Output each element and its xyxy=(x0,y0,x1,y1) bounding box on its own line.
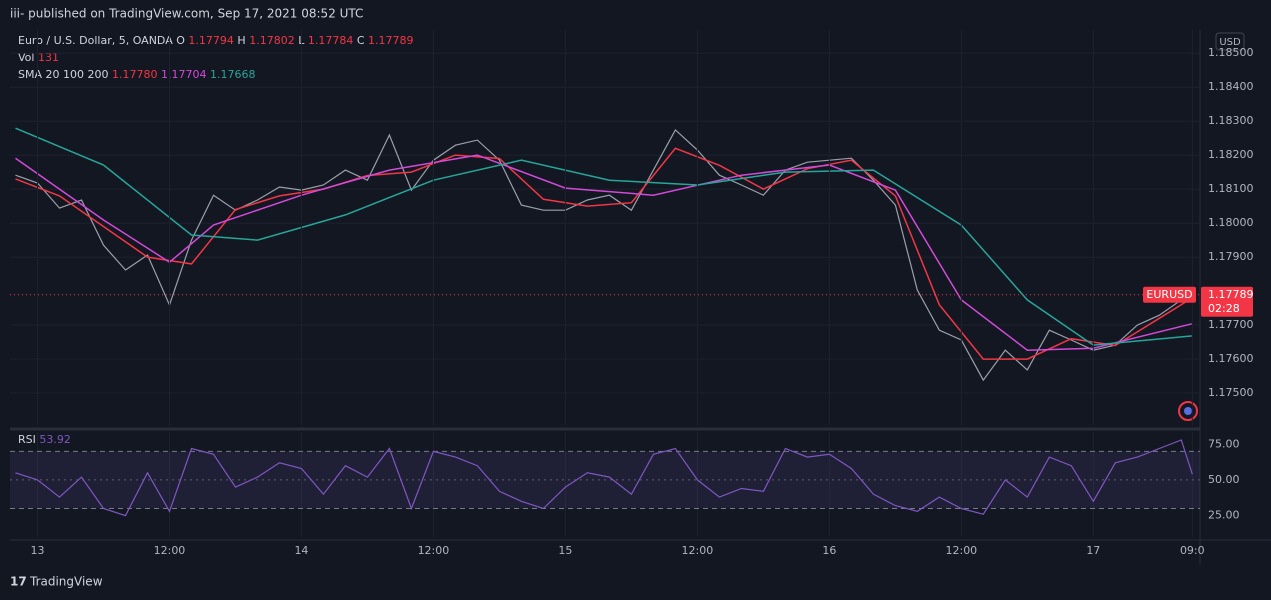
x-tick-label: 12:00 xyxy=(682,544,714,557)
legend-line: Euro / U.S. Dollar, 5, OANDA O 1.17794 H… xyxy=(18,34,414,47)
price-tag-label: 1.17789 xyxy=(1208,288,1254,301)
series-line xyxy=(15,127,1193,346)
sma-label: SMA 20 100 200 xyxy=(18,68,108,81)
alert-icon-dot xyxy=(1184,407,1192,415)
legend-symbol: Euro / U.S. Dollar, 5, OANDA xyxy=(18,34,173,47)
x-tick-label: 12:00 xyxy=(154,544,186,557)
series-line xyxy=(15,128,1193,382)
series-line xyxy=(15,154,1193,351)
x-tick-label: 12:00 xyxy=(418,544,450,557)
y-tick-label: 1.17700 xyxy=(1208,318,1254,331)
y-tick-label: 1.18400 xyxy=(1208,80,1254,93)
rsi-title: RSI xyxy=(18,433,36,446)
x-tick-label: 16 xyxy=(822,544,836,557)
ohlc-label: C xyxy=(357,34,365,47)
price-tag xyxy=(1201,286,1253,317)
pane xyxy=(10,439,1200,517)
y-tick-label: 1.18500 xyxy=(1208,46,1254,59)
ohlc-value: 1.17789 xyxy=(368,34,414,47)
y-tick-label: 1.17900 xyxy=(1208,250,1254,263)
sma-value: 1.17780 xyxy=(112,68,158,81)
x-tick-label: 17 xyxy=(1086,544,1100,557)
x-tick-label: 12:00 xyxy=(945,544,977,557)
footer-brand: TradingView xyxy=(29,575,103,589)
header-bar xyxy=(0,0,1271,28)
currency-box[interactable] xyxy=(1215,32,1245,51)
y-tick-label: 1.17600 xyxy=(1208,352,1254,365)
y-tick-label: 75.00 xyxy=(1208,437,1240,450)
ohlc-label: H xyxy=(237,34,245,47)
legend-volume: Vol 131 xyxy=(18,51,59,64)
symbol-tag-label: EURUSD xyxy=(1146,288,1192,301)
pane xyxy=(10,52,1200,394)
rsi-legend: RSI 53.92 xyxy=(18,433,71,446)
x-tick-label: 14 xyxy=(294,544,308,557)
y-tick-label: 1.18300 xyxy=(1208,114,1254,127)
currency: USD xyxy=(1219,37,1241,48)
header-title: iii- published on TradingView.com, Sep 1… xyxy=(10,7,363,21)
price-tag-countdown: 02:28 xyxy=(1208,302,1240,315)
volume-value: 131 xyxy=(38,51,59,64)
footer-logo: 17 xyxy=(10,575,27,589)
symbol-tag xyxy=(1143,286,1196,303)
y-tick-label: 1.18200 xyxy=(1208,148,1254,161)
y-tick-label: 25.00 xyxy=(1208,509,1240,522)
x-tick-label: 13 xyxy=(30,544,44,557)
y-tick-label: 1.18000 xyxy=(1208,216,1254,229)
ohlc-value: 1.17784 xyxy=(308,34,354,47)
sma-value: 1.17704 xyxy=(161,68,207,81)
y-tick-label: 1.17500 xyxy=(1208,386,1254,399)
y-tick-label: 50.00 xyxy=(1208,473,1240,486)
x-tick-label: 15 xyxy=(558,544,572,557)
series-line xyxy=(15,439,1193,517)
volume-label: Vol xyxy=(18,51,34,64)
ohlc-value: 1.17794 xyxy=(188,34,234,47)
rsi-value: 53.92 xyxy=(39,433,71,446)
ohlc-label: O xyxy=(176,34,185,47)
legend-sma: SMA 20 100 200 1.17780 1.17704 1.17668 xyxy=(18,68,255,81)
sma-value: 1.17668 xyxy=(210,68,256,81)
x-tick-label: 09:0 xyxy=(1180,544,1205,557)
ohlc-value: 1.17802 xyxy=(249,34,295,47)
y-tick-label: 1.18100 xyxy=(1208,182,1254,195)
